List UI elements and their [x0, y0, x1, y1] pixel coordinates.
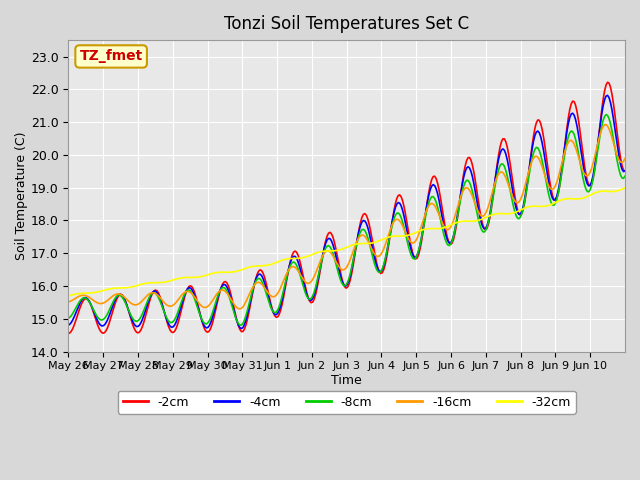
-4cm [237, 326, 245, 332]
-4cm [621, 168, 629, 174]
Line: -8cm: -8cm [68, 115, 625, 325]
-8cm [352, 244, 360, 250]
Y-axis label: Soil Temperature (C): Soil Temperature (C) [15, 132, 28, 260]
-8cm [65, 315, 72, 321]
Legend: -2cm, -4cm, -8cm, -16cm, -32cm: -2cm, -4cm, -8cm, -16cm, -32cm [118, 391, 576, 414]
-16cm [545, 184, 553, 190]
-8cm [620, 176, 627, 181]
-32cm [83, 290, 91, 296]
-32cm [621, 185, 629, 191]
-8cm [602, 112, 610, 118]
-32cm [101, 287, 109, 293]
-4cm [620, 168, 627, 174]
-16cm [602, 122, 610, 128]
-16cm [65, 299, 72, 305]
-16cm [620, 158, 627, 164]
-8cm [101, 315, 109, 321]
-4cm [604, 93, 611, 98]
-2cm [65, 331, 72, 336]
-2cm [621, 168, 629, 174]
Line: -2cm: -2cm [68, 82, 625, 334]
-4cm [83, 296, 91, 301]
-16cm [621, 156, 629, 161]
-32cm [461, 218, 469, 224]
-16cm [101, 300, 109, 305]
-8cm [621, 173, 629, 179]
-2cm [461, 163, 469, 169]
-16cm [463, 185, 470, 191]
-32cm [617, 187, 625, 192]
-32cm [544, 203, 552, 208]
-8cm [83, 297, 91, 302]
-4cm [463, 165, 470, 171]
Line: -4cm: -4cm [68, 96, 625, 329]
Title: Tonzi Soil Temperatures Set C: Tonzi Soil Temperatures Set C [224, 15, 469, 33]
-4cm [352, 242, 360, 248]
-16cm [83, 293, 91, 299]
-32cm [351, 241, 358, 247]
-2cm [351, 253, 358, 259]
Text: TZ_fmet: TZ_fmet [79, 49, 143, 63]
-4cm [65, 322, 72, 328]
-8cm [237, 322, 245, 328]
-2cm [101, 330, 109, 336]
-8cm [545, 194, 553, 200]
X-axis label: Time: Time [332, 374, 362, 387]
-4cm [545, 184, 553, 190]
Line: -16cm: -16cm [68, 125, 625, 309]
-8cm [463, 178, 470, 183]
Line: -32cm: -32cm [68, 188, 625, 296]
-32cm [65, 293, 72, 299]
-16cm [236, 306, 244, 312]
-2cm [544, 166, 552, 172]
-2cm [604, 79, 611, 85]
-16cm [352, 240, 360, 246]
-4cm [101, 322, 109, 327]
-2cm [83, 296, 91, 302]
-2cm [618, 163, 626, 169]
